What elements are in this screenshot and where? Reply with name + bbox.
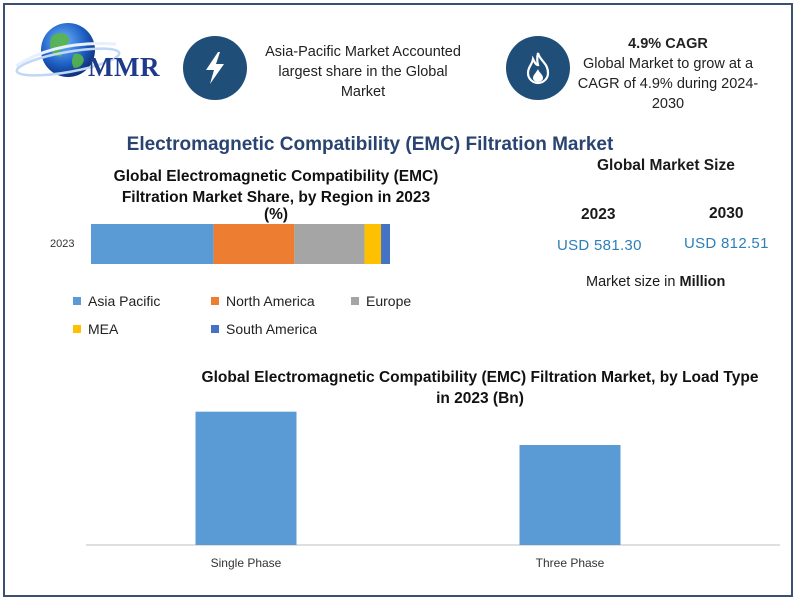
tick-label-single-phase: Single Phase — [211, 556, 282, 570]
legend-label: South America — [226, 321, 318, 337]
legend-swatch — [351, 297, 359, 305]
tick-label-three-phase: Three Phase — [536, 556, 605, 570]
callout-line: Market — [340, 84, 386, 100]
callout-line: Asia-Pacific Market Accounted — [265, 44, 461, 60]
flame-icon — [506, 36, 570, 100]
category-label: 2023 — [50, 238, 74, 250]
chart-title-line: Global Electromagnetic Compatibility (EM… — [113, 168, 439, 185]
legend-swatch — [211, 325, 219, 333]
chart-title-line: Global Electromagnetic Compatibility (EM… — [201, 369, 759, 386]
legend-swatch — [73, 325, 81, 333]
market-size-unit-note: Market size in Million — [586, 274, 725, 290]
bar-three-phase — [519, 445, 621, 545]
year-2030-label: 2030 — [709, 205, 744, 222]
mmr-logo — [14, 20, 174, 92]
cagr-title: 4.9% CAGR — [628, 36, 708, 52]
bar-segment-mea — [364, 224, 382, 264]
value-2030: USD 812.51 — [684, 235, 769, 252]
bar-single-phase — [195, 411, 297, 545]
main-title: Electromagnetic Compatibility (EMC) Filt… — [126, 134, 614, 155]
load-type-chart: Single Phase Three Phase — [86, 411, 780, 570]
bar-segment-south-america — [381, 224, 390, 264]
legend-swatch — [211, 297, 219, 305]
chart-title-line: Filtration Market Share, by Region in 20… — [121, 189, 431, 206]
unit-note-unit: Million — [679, 274, 726, 290]
legend-asia-pacific: Asia Pacific — [73, 293, 160, 309]
callout-asia-pacific: Asia-Pacific Market Accounted largest sh… — [254, 42, 472, 102]
infographic-frame — [3, 3, 793, 597]
legend-label: MEA — [88, 321, 119, 337]
bar-segment-north-america — [213, 224, 295, 264]
legend-swatch — [73, 297, 81, 305]
chart-title-line: (%) — [263, 206, 289, 223]
chart-title-line: in 2023 (Bn) — [436, 390, 524, 407]
legend-south-america: South America — [211, 321, 317, 337]
year-2023-label: 2023 — [581, 206, 616, 223]
bar-segment-asia-pacific — [91, 224, 214, 264]
callout-line: 2030 — [651, 96, 685, 112]
logo-text: MMR — [88, 52, 160, 82]
bar-segment-europe — [294, 224, 365, 264]
legend-label: Europe — [366, 293, 412, 309]
lightning-icon — [183, 36, 247, 100]
callout-line: largest share in the Global — [278, 64, 448, 80]
legend-europe: Europe — [351, 293, 411, 309]
callout-cagr: 4.9% CAGR Global Market to grow at a CAG… — [576, 34, 760, 114]
load-type-chart-title: Global Electromagnetic Compatibility (EM… — [180, 367, 780, 409]
market-size-title: Global Market Size — [597, 157, 735, 174]
callout-line: CAGR of 4.9% during 2024- — [577, 76, 759, 92]
legend-label: Asia Pacific — [88, 293, 161, 309]
legend-label: North America — [226, 293, 315, 309]
region-share-chart: 2023 — [50, 224, 390, 264]
legend-mea: MEA — [73, 321, 118, 337]
legend-north-america: North America — [211, 293, 315, 309]
unit-note-prefix: Market size in — [586, 274, 680, 290]
callout-line: Global Market to grow at a — [582, 56, 754, 72]
value-2023: USD 581.30 — [557, 237, 642, 254]
globe-icon — [15, 23, 121, 77]
region-chart-title: Global Electromagnetic Compatibility (EM… — [96, 166, 456, 225]
